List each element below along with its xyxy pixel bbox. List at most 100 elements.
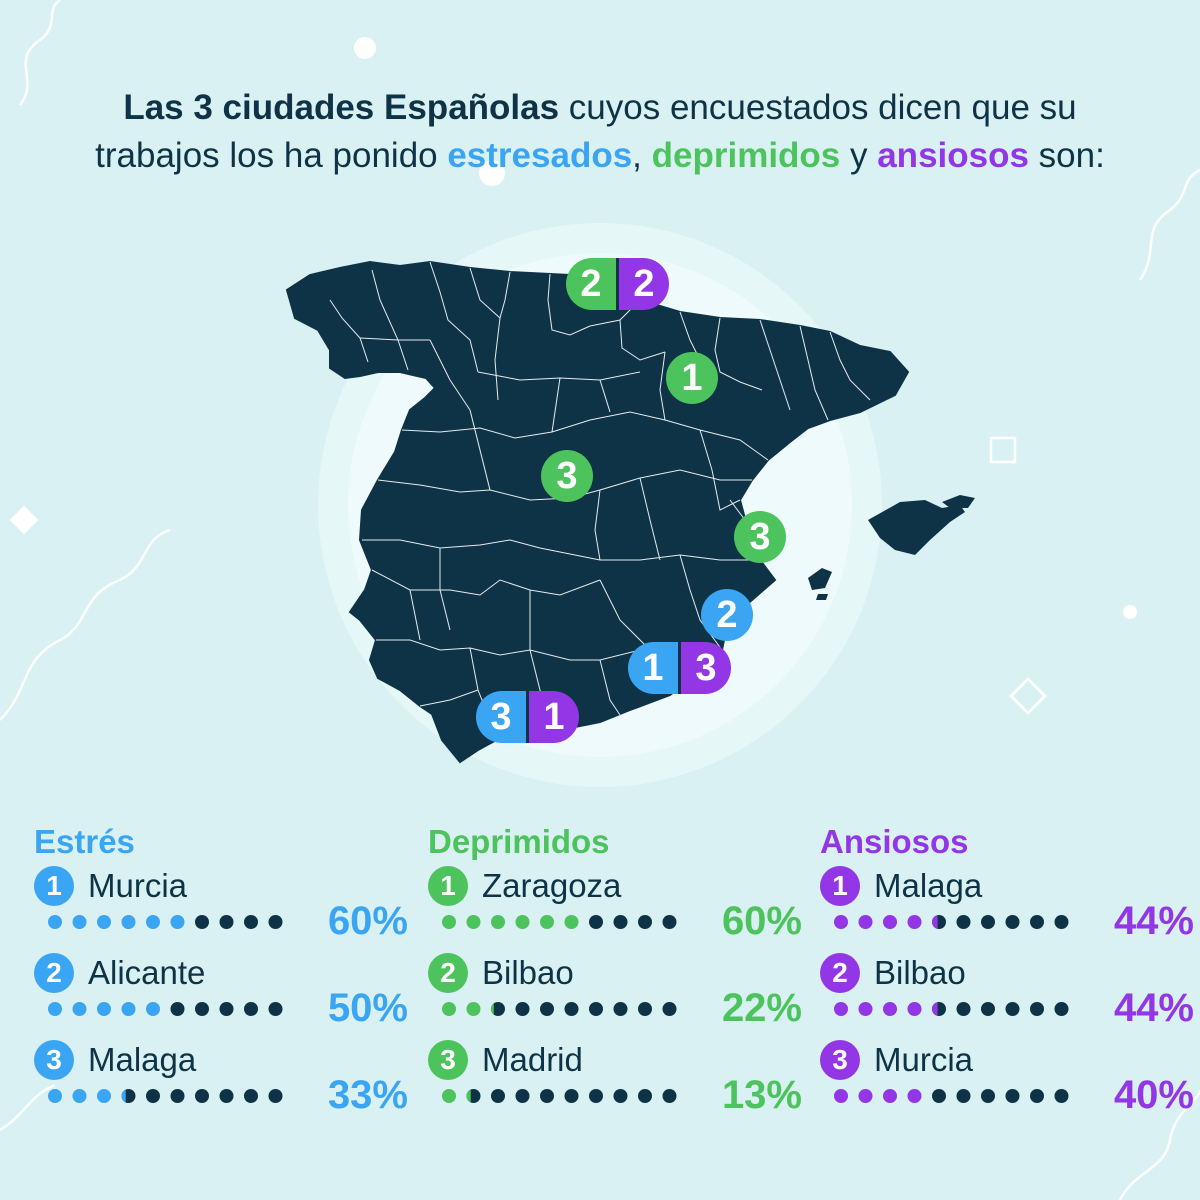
title-line-2: trabajos los ha ponido estresados, depri… (0, 132, 1200, 180)
meter-dot (564, 1002, 579, 1016)
keyword-stress: estresados (447, 136, 633, 175)
meter-dot (515, 915, 530, 929)
city-name: Madrid (482, 1041, 583, 1078)
percentage: 50% (327, 986, 408, 1030)
meter-dot (662, 1089, 677, 1103)
meter-dot (1030, 1002, 1044, 1016)
title-bold: Las 3 ciudades Españolas (123, 88, 560, 127)
meter-dot (1005, 1089, 1020, 1103)
meter-dot (268, 1089, 283, 1103)
meter-dot (219, 915, 234, 929)
marker-malaga: 3 1 (476, 691, 579, 743)
ranking-entry: 2 Bilbao 22% (428, 953, 802, 1040)
meter-dot (48, 1002, 62, 1016)
wave-decoration (19, 0, 61, 106)
city-name: Malaga (874, 867, 983, 904)
meter-dot (72, 1089, 87, 1103)
ranking-entry: 1 Malaga 44% (820, 866, 1194, 953)
percentage: 22% (721, 986, 802, 1030)
meter-dot (219, 1002, 234, 1016)
meter-dot (146, 915, 160, 929)
meter-dot (72, 1002, 87, 1016)
meter-dot (1054, 915, 1069, 929)
meter-dot (244, 1089, 258, 1103)
diamond-decoration (1009, 677, 1047, 715)
marker-zaragoza: 1 (666, 352, 718, 404)
meter-dot (244, 915, 258, 929)
meter-dot (466, 1002, 481, 1016)
column-title: Estrés (34, 823, 135, 860)
city-name: Alicante (88, 954, 206, 991)
percentage: 40% (1113, 1073, 1194, 1117)
ranking-entry: 3 Madrid 13% (428, 1040, 802, 1127)
marker-separator (526, 691, 529, 743)
meter-dot (1054, 1002, 1069, 1016)
rank-badge: 1 (34, 866, 74, 906)
meter-dot (981, 1002, 995, 1016)
marker-bilbao: 2 2 (566, 258, 669, 310)
marker-rank-anxious: 1 (529, 691, 579, 743)
meter-dot (1030, 1089, 1044, 1103)
meter-dot (97, 1089, 111, 1103)
meter-dot (638, 1089, 652, 1103)
ranking-entry: 2 Bilbao 44% (820, 953, 1194, 1040)
marker-rank-stress: 1 (628, 642, 678, 694)
meter-dot (883, 915, 897, 929)
ranking-column-stress: Estrés 1 Murcia 60% 2 Alicante 50% 3 Mal… (34, 818, 408, 1127)
meter-dot (858, 1002, 873, 1016)
meter-dot (219, 1089, 234, 1103)
marker-murcia: 1 3 (628, 642, 731, 694)
meter-dot (491, 915, 505, 929)
rank-badge: 1 (820, 866, 860, 906)
percentage: 44% (1113, 986, 1194, 1030)
meter-dot-partial (932, 915, 938, 929)
page-title: Las 3 ciudades Españolas cuyos encuestad… (0, 84, 1200, 180)
ranking-entry: 1 Zaragoza 60% (428, 866, 802, 953)
meter-dot (981, 915, 995, 929)
meter-dot (589, 1089, 603, 1103)
ranking-entry: 3 Murcia 40% (820, 1040, 1194, 1127)
dot-meter (48, 915, 283, 929)
marker-separator (616, 258, 619, 310)
meter-dot (858, 1089, 873, 1103)
city-name: Murcia (874, 1041, 974, 1078)
dot-meter (834, 1002, 1069, 1016)
meter-dot (121, 1002, 136, 1016)
dot-meter (834, 915, 1069, 929)
dot-meter (48, 1089, 283, 1103)
rank-badge: 3 (820, 1040, 860, 1080)
ranking-column-depressed: Deprimidos 1 Zaragoza 60% 2 Bilbao 22% 3… (428, 818, 802, 1127)
dot-decoration (1123, 605, 1137, 619)
meter-dot (638, 915, 652, 929)
meter-dot (195, 1002, 209, 1016)
meter-dot (121, 915, 136, 929)
ranking-entry: 3 Malaga 33% (34, 1040, 408, 1127)
ibiza-shape (808, 568, 832, 590)
dot-decoration (354, 37, 376, 59)
meter-dot (170, 1089, 185, 1103)
marker-separator (678, 642, 681, 694)
meter-dot (956, 1002, 971, 1016)
meter-dot-partial (466, 1089, 471, 1103)
meter-dot (662, 915, 677, 929)
marker-alicante: 2 (701, 589, 753, 641)
meter-dot (268, 915, 283, 929)
meter-dot (1054, 1089, 1069, 1103)
meter-dot (146, 1002, 160, 1016)
meter-dot (981, 1089, 995, 1103)
meter-dot (638, 1002, 652, 1016)
wave-decoration (1118, 1089, 1200, 1200)
wave-decoration (0, 1083, 56, 1132)
percentage: 13% (721, 1073, 802, 1117)
keyword-anxious: ansiosos (877, 136, 1029, 175)
meter-dot (515, 1089, 530, 1103)
wave-decoration (1138, 168, 1200, 281)
percentage: 33% (327, 1073, 408, 1117)
marker-valencia: 3 (734, 511, 786, 563)
meter-dot (146, 1089, 160, 1103)
meter-dot (97, 915, 111, 929)
wave-decoration (0, 528, 171, 721)
ranking-entry: 2 Alicante 50% (34, 953, 408, 1040)
